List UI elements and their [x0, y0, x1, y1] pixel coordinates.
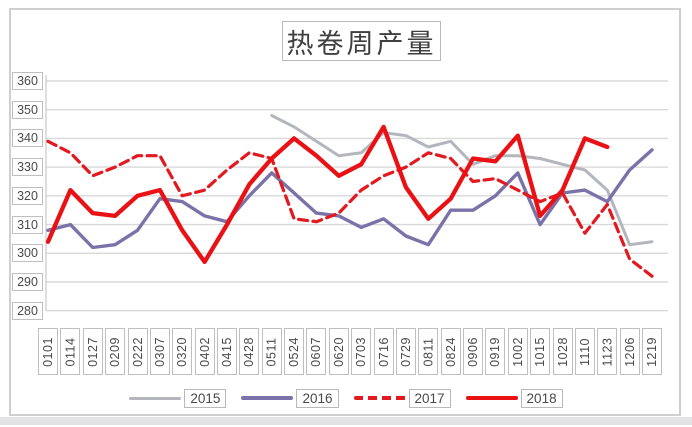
x-axis-label: 0428	[239, 328, 260, 375]
y-axis-label: 310	[12, 215, 43, 234]
legend-item-2016: 2016	[241, 388, 339, 408]
x-axis-label: 0620	[328, 328, 349, 375]
x-axis-label: 0511	[261, 328, 282, 375]
y-axis-label: 290	[12, 273, 43, 291]
legend-label: 2016	[296, 388, 339, 408]
chart-legend: 2015 2016 2017 2018	[0, 385, 692, 411]
legend-label: 2015	[184, 388, 227, 408]
legend-line-sample	[465, 395, 518, 401]
y-axis-label: 280	[12, 301, 43, 320]
x-axis-label: 0209	[105, 328, 126, 375]
x-axis-label: 0114	[60, 328, 81, 375]
x-axis-label: 0415	[217, 328, 237, 375]
x-axis-label: 0811	[418, 328, 439, 375]
x-axis-label: 1219	[642, 328, 662, 375]
x-axis-label: 0906	[463, 328, 483, 375]
bottom-strip-decoration	[0, 417, 692, 425]
x-axis-label: 0607	[306, 328, 327, 375]
x-axis-label: 1123	[597, 328, 618, 375]
x-axis-label: 1015	[530, 328, 551, 375]
legend-label: 2017	[408, 388, 451, 408]
x-axis-label: 0320	[172, 328, 193, 375]
legend-item-2017: 2017	[353, 388, 451, 408]
x-axis-label: 0101	[38, 328, 58, 375]
x-axis-label: 0703	[351, 328, 372, 375]
x-axis-label: 0307	[149, 328, 170, 375]
y-axis-label: 300	[12, 244, 43, 263]
y-axis-label: 330	[12, 158, 43, 177]
x-axis-label: 0402	[194, 328, 215, 375]
y-axis-label: 350	[12, 100, 43, 119]
series-line-2018	[45, 124, 610, 265]
legend-line-sample	[353, 396, 406, 400]
x-axis-label: 1206	[619, 328, 640, 375]
x-axis-label: 1002	[507, 328, 528, 375]
x-axis-label: 0729	[395, 328, 416, 375]
x-axis-label: 0919	[485, 328, 506, 375]
legend-line-sample	[241, 396, 294, 400]
series-lines	[45, 114, 654, 278]
x-axis-label: 0716	[373, 328, 394, 375]
chart-title: 热卷周产量	[282, 21, 441, 61]
legend-item-2015: 2015	[129, 388, 227, 408]
series-line-2016	[46, 148, 654, 250]
y-axis-label: 320	[12, 186, 43, 205]
x-axis-label: 0824	[440, 328, 461, 375]
y-axis-label: 340	[12, 129, 43, 148]
series-line-2015	[270, 114, 654, 247]
y-axis-label: 360	[12, 72, 43, 90]
legend-label: 2018	[520, 388, 563, 408]
x-axis-label: 1110	[574, 328, 595, 375]
x-axis-label: 0222	[127, 328, 148, 375]
x-axis-label: 0127	[82, 328, 103, 375]
x-axis-label: 1028	[552, 328, 573, 375]
series-line-2017	[46, 139, 654, 278]
legend-item-2018: 2018	[465, 388, 563, 408]
x-axis-label: 0524	[284, 328, 305, 375]
legend-line-sample	[129, 396, 182, 400]
